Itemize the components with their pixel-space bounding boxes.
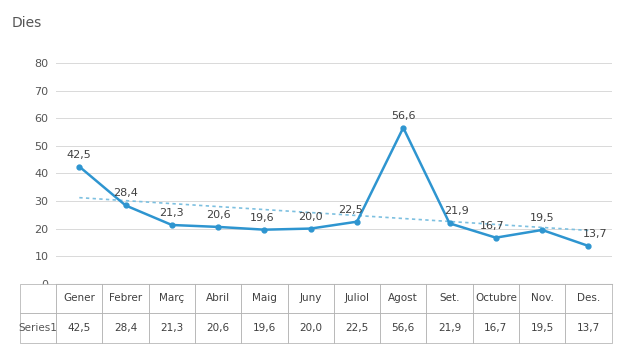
Bar: [288, 313, 334, 343]
Text: Octubre: Octubre: [475, 293, 517, 303]
Text: 28,4: 28,4: [114, 323, 137, 333]
Text: 20,6: 20,6: [207, 323, 230, 333]
Text: Febrer: Febrer: [109, 293, 142, 303]
Bar: [334, 313, 380, 343]
Text: Series1: Series1: [19, 323, 57, 333]
Text: 21,3: 21,3: [160, 323, 183, 333]
Text: 56,6: 56,6: [392, 323, 415, 333]
Bar: [380, 284, 426, 313]
Bar: [241, 313, 288, 343]
Bar: [149, 284, 195, 313]
Text: 21,3: 21,3: [160, 208, 184, 218]
Bar: [195, 313, 241, 343]
Text: 16,7: 16,7: [479, 221, 504, 231]
Text: 20,0: 20,0: [298, 212, 323, 222]
Bar: [472, 284, 519, 313]
Bar: [102, 284, 149, 313]
Text: 19,5: 19,5: [530, 323, 553, 333]
Bar: [102, 313, 149, 343]
Text: Gener: Gener: [64, 293, 95, 303]
Text: Set.: Set.: [439, 293, 460, 303]
Bar: [519, 313, 565, 343]
Bar: [472, 313, 519, 343]
Text: 42,5: 42,5: [67, 150, 92, 160]
Bar: [334, 284, 380, 313]
Bar: [519, 284, 565, 313]
Text: 22,5: 22,5: [338, 205, 363, 215]
Text: Agost: Agost: [388, 293, 418, 303]
Text: 56,6: 56,6: [391, 111, 416, 121]
Text: Nov.: Nov.: [530, 293, 553, 303]
Bar: [56, 313, 102, 343]
Text: 28,4: 28,4: [113, 188, 138, 198]
Text: 19,5: 19,5: [530, 213, 554, 223]
Text: 20,6: 20,6: [206, 210, 230, 220]
Bar: [56, 284, 102, 313]
Bar: [20, 313, 56, 343]
Text: 13,7: 13,7: [577, 323, 600, 333]
Text: 22,5: 22,5: [345, 323, 369, 333]
Bar: [241, 284, 288, 313]
Bar: [149, 313, 195, 343]
Text: Maig: Maig: [252, 293, 277, 303]
Bar: [565, 284, 612, 313]
Text: 19,6: 19,6: [253, 323, 276, 333]
Bar: [380, 313, 426, 343]
Bar: [565, 313, 612, 343]
Text: 20,0: 20,0: [299, 323, 322, 333]
Bar: [288, 284, 334, 313]
Text: Juny: Juny: [300, 293, 322, 303]
Text: Des.: Des.: [577, 293, 600, 303]
Text: Juliol: Juliol: [344, 293, 369, 303]
Bar: [426, 284, 473, 313]
Text: 13,7: 13,7: [583, 229, 608, 239]
Text: Abril: Abril: [206, 293, 230, 303]
Bar: [195, 284, 241, 313]
Bar: [426, 313, 473, 343]
Text: 42,5: 42,5: [67, 323, 91, 333]
Text: 21,9: 21,9: [438, 323, 461, 333]
Text: 19,6: 19,6: [250, 213, 274, 223]
Text: 21,9: 21,9: [444, 206, 469, 216]
Text: Març: Març: [159, 293, 185, 303]
Bar: [20, 284, 56, 313]
Text: 16,7: 16,7: [484, 323, 507, 333]
Text: Dies: Dies: [12, 16, 42, 30]
